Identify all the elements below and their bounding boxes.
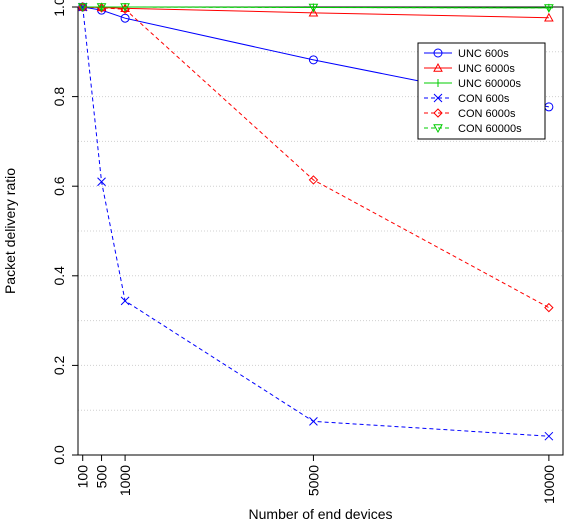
data-point (97, 177, 106, 187)
legend-entry: UNC 600s (424, 48, 509, 60)
legend: UNC 600s UNC 6000s UNC 60000s CON 600s CON 6… (417, 42, 546, 140)
data-point (77, 3, 88, 13)
y-tick-label: 1.0 (51, 0, 67, 17)
data-point (433, 62, 443, 72)
data-point (433, 48, 443, 58)
data-point (120, 4, 130, 14)
data-point (434, 79, 442, 87)
legend-entry: CON 60000s (424, 123, 522, 135)
data-point (544, 4, 554, 13)
legend-entry: UNC 60000s (424, 78, 521, 90)
y-tick-label: 0.6 (51, 176, 67, 196)
data-point (78, 2, 88, 12)
x-tick-label: 10000 (541, 465, 557, 504)
y-tick-label: 0.0 (51, 445, 67, 465)
data-point (433, 108, 443, 118)
legend-label: CON 6000s (458, 108, 516, 120)
data-point (433, 93, 443, 103)
data-point (120, 296, 130, 306)
legend-entry: CON 600s (424, 93, 510, 105)
data-point (544, 431, 554, 441)
data-series (77, 1, 554, 441)
series-con-600s (78, 2, 554, 441)
legend-label: UNC 6000s (458, 63, 515, 75)
y-axis-title: Packet delivery ratio (2, 168, 18, 294)
legend-label: UNC 600s (458, 48, 509, 60)
y-tick-label: 0.4 (51, 266, 67, 286)
x-tick-label: 100 (75, 465, 91, 489)
x-tick-label: 1000 (117, 465, 133, 496)
y-tick-label: 0.8 (51, 87, 67, 107)
legend-label: UNC 60000s (458, 78, 521, 90)
data-point (544, 12, 554, 22)
series-line (82, 6, 550, 309)
data-point (120, 13, 130, 23)
legend-label: CON 60000s (458, 123, 522, 135)
legend-box (417, 42, 546, 140)
data-point (309, 417, 318, 426)
data-point (120, 3, 130, 13)
x-tick-label: 500 (94, 465, 110, 489)
series-unc-6000s (77, 1, 554, 22)
y-tick-label: 0.2 (51, 355, 67, 375)
data-point (308, 3, 319, 13)
data-point (308, 175, 319, 185)
series-line (82, 6, 549, 108)
legend-label: CON 600s (458, 93, 510, 105)
data-point (544, 302, 554, 313)
x-axis-title: Number of end devices (249, 506, 393, 522)
x-tick-label: 5000 (305, 465, 321, 496)
series-con-60000s (77, 3, 554, 13)
legend-entry: CON 6000s (424, 108, 516, 120)
data-point (433, 124, 443, 134)
axes: 0.0 0.2 0.4 0.6 0.8 1.0 100 500 1000 5000 10000 (51, 0, 564, 504)
data-point (308, 55, 318, 65)
series-line (82, 6, 549, 9)
legend-entry: UNC 6000s (424, 62, 515, 75)
data-point (308, 7, 319, 17)
data-point (96, 3, 107, 13)
